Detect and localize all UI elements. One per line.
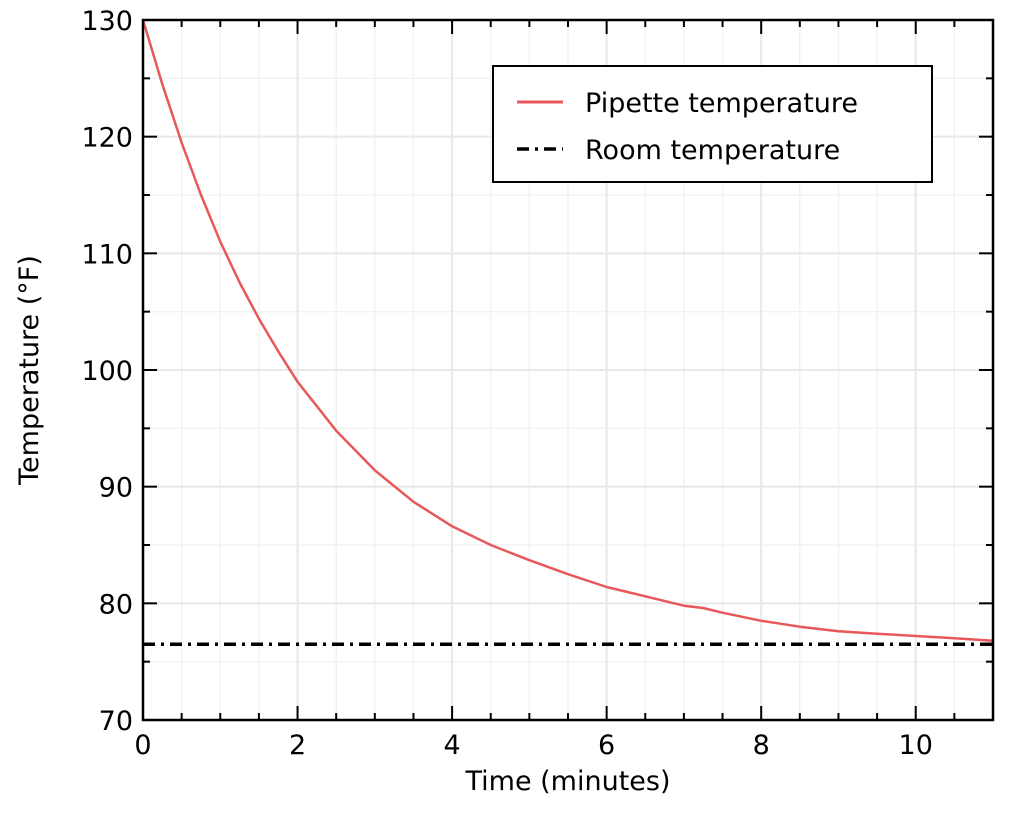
y-tick-label: 120 [81,123,133,154]
y-tick-label: 70 [99,706,133,737]
x-tick-label: 2 [289,730,306,761]
legend-box [492,65,933,183]
y-tick-label: 130 [81,6,133,37]
series-line-0 [141,19,994,642]
x-tick-label: 8 [753,730,770,761]
y-tick-label: 90 [99,473,133,504]
y-tick-labels: 70 80 90 100 110 120 130 [81,6,133,737]
x-tick-label: 10 [899,730,933,761]
legend-label-room: Room temperature [585,135,840,166]
x-tick-label: 4 [443,730,460,761]
y-tick-label: 100 [81,356,133,387]
x-tick-labels: 0 2 4 6 8 10 [134,730,933,761]
x-tick-label: 0 [134,730,151,761]
ticks [142,19,994,721]
x-tick-label: 6 [598,730,615,761]
y-tick-label: 110 [81,239,133,270]
y-axis-label: Temperature (°F) [14,255,45,486]
x-axis-label: Time (minutes) [464,766,670,797]
legend: Pipette temperature Room temperature [492,65,933,183]
series-layer [141,19,994,646]
legend-label-pipette: Pipette temperature [585,88,858,119]
y-tick-label: 80 [99,589,133,620]
